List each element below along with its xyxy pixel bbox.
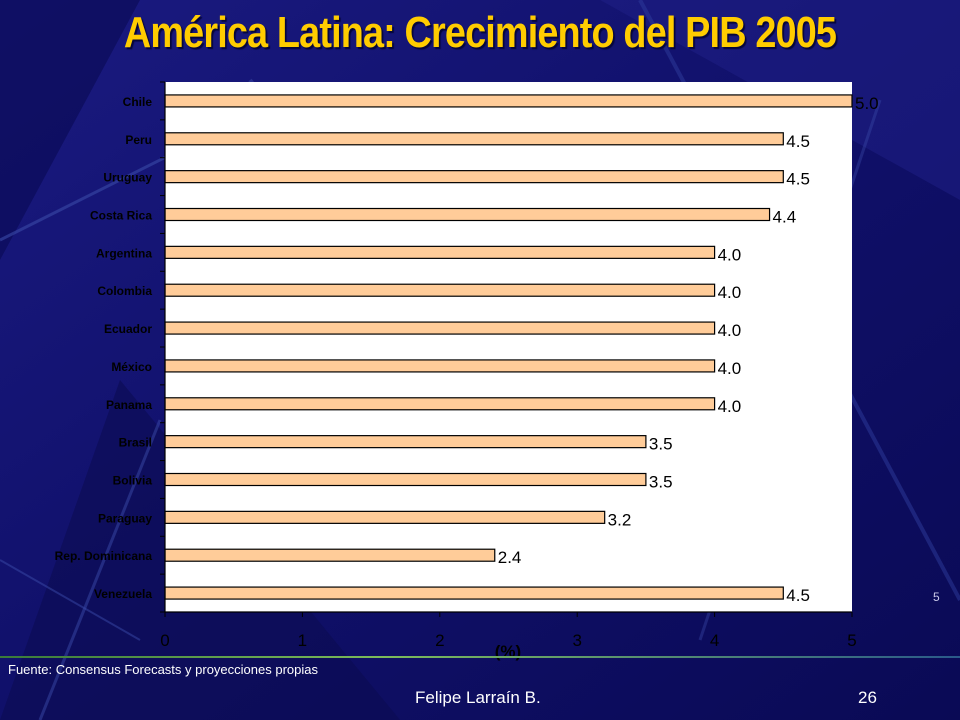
- bar-venezuela: [164, 586, 784, 600]
- bar-bolivia: [164, 472, 647, 487]
- x-tick-label: 5: [847, 631, 856, 650]
- axes-layer: Chile Peru Uruguay Costa Rica Argentina Colom…: [55, 81, 857, 650]
- data-label: 5.0: [855, 94, 879, 113]
- category-label: Colombia: [97, 284, 152, 298]
- data-label: 4.5: [786, 170, 810, 189]
- bar-panama: [164, 397, 716, 411]
- category-label: Brasil: [119, 436, 152, 450]
- bar-colombia: [164, 283, 716, 297]
- category-label: Chile: [123, 95, 153, 109]
- bar-ecuador: [164, 321, 716, 335]
- data-label: 3.2: [608, 510, 632, 529]
- x-axis-label: (%): [495, 642, 521, 661]
- category-label: Costa Rica: [90, 209, 152, 223]
- data-label: 2.4: [498, 548, 522, 567]
- data-label: 4.0: [718, 359, 742, 378]
- category-label: Panama: [106, 398, 152, 412]
- bar-paraguay: [164, 510, 606, 524]
- source-note: Fuente: Consensus Forecasts y proyeccion…: [8, 662, 318, 677]
- category-label: México: [111, 360, 152, 374]
- bar-uruguay: [164, 170, 784, 184]
- plot-area: [165, 82, 852, 612]
- data-label: 4.0: [718, 245, 742, 264]
- bars-layer: 5.0 4.5 4.5 4.4 4.0 4.0 4.0 4.0 4.0 3.5 3.5 3.2 2.4 4…: [164, 82, 879, 612]
- bar-costa-rica: [164, 207, 771, 222]
- data-label: 4.0: [718, 321, 742, 340]
- category-label: Rep. Dominicana: [55, 549, 153, 563]
- data-label: 3.5: [649, 435, 673, 454]
- bar-m-xico: [164, 359, 716, 373]
- data-label: 4.5: [786, 132, 810, 151]
- bar-chile: [164, 94, 853, 108]
- x-tick-label: 3: [572, 631, 581, 650]
- page-title: América Latina: Crecimiento del PIB 2005: [123, 8, 837, 57]
- category-label: Paraguay: [98, 511, 152, 525]
- category-label: Bolivia: [113, 474, 153, 488]
- data-label: 4.4: [773, 208, 797, 227]
- bar-rep-dominicana: [164, 548, 496, 562]
- x-tick-label: 0: [160, 631, 169, 650]
- bar-peru: [164, 132, 784, 146]
- page-number: 26: [858, 688, 877, 707]
- author-name: Felipe Larraín B.: [415, 688, 541, 707]
- bar-argentina: [164, 245, 716, 259]
- category-label: Uruguay: [103, 171, 152, 185]
- x-tick-label: 2: [435, 631, 444, 650]
- side-number: 5: [933, 590, 940, 604]
- x-tick-label: 1: [298, 631, 307, 650]
- data-label: 4.0: [718, 397, 742, 416]
- category-label: Ecuador: [104, 322, 152, 336]
- category-label: Peru: [125, 133, 152, 147]
- data-label: 4.0: [718, 283, 742, 302]
- footer-divider: [0, 656, 960, 658]
- x-tick-label: 4: [710, 631, 719, 650]
- data-label: 3.5: [649, 473, 673, 492]
- bar-brasil: [164, 435, 647, 449]
- category-label: Venezuela: [94, 587, 152, 601]
- data-label: 4.5: [786, 586, 810, 605]
- category-label: Argentina: [96, 246, 152, 260]
